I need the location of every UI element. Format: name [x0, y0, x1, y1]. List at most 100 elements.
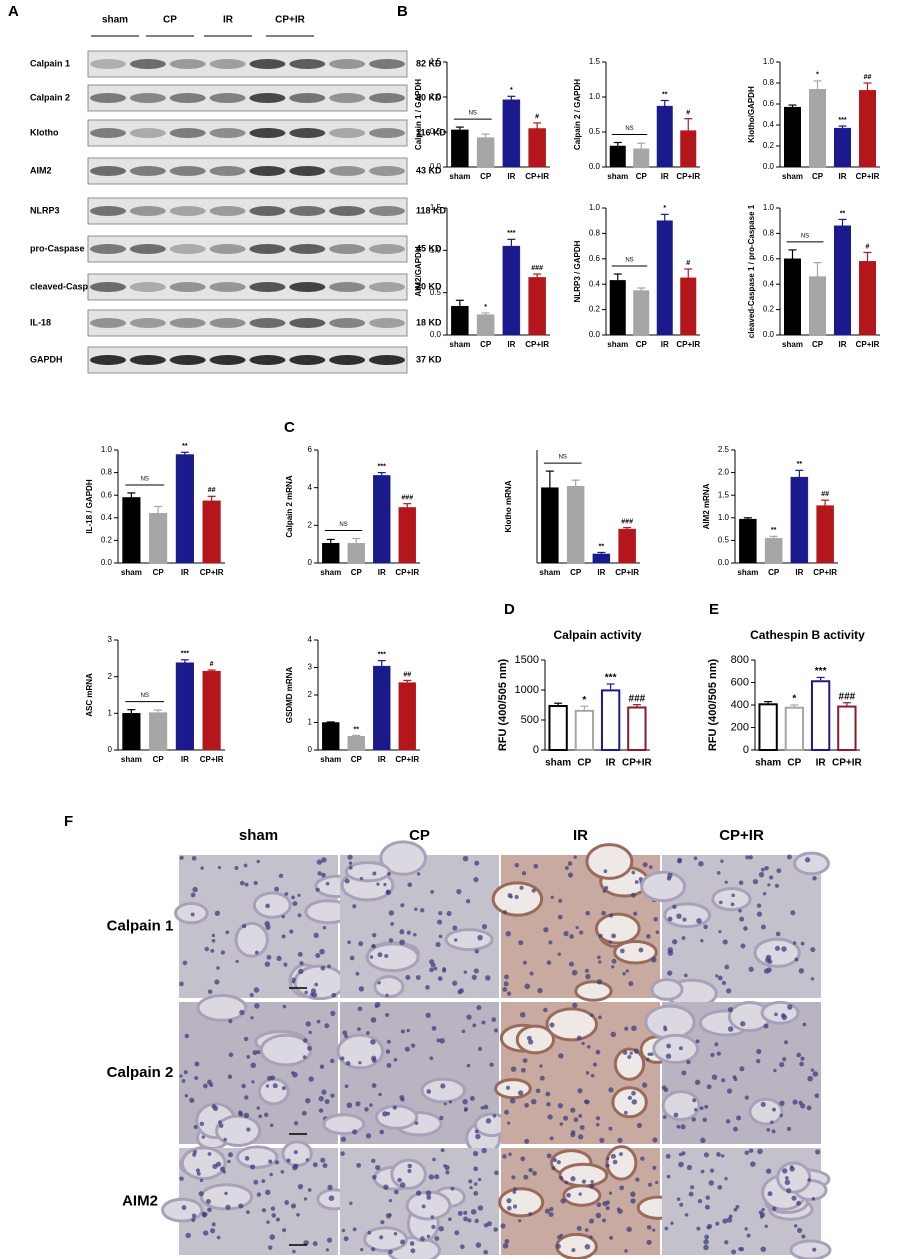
significance-label: ###	[839, 691, 856, 702]
x-tick-label: CP	[570, 568, 582, 577]
nucleus	[655, 1180, 659, 1185]
nucleus	[477, 1046, 483, 1051]
blot-band	[209, 318, 246, 328]
bar	[548, 705, 568, 751]
nucleus	[560, 1198, 566, 1204]
nucleus	[784, 1040, 789, 1045]
nucleus	[764, 865, 769, 871]
nucleus	[284, 892, 289, 896]
nucleus	[570, 1132, 576, 1138]
nucleus	[810, 977, 815, 981]
nucleus	[348, 861, 353, 865]
blot-size: 82 KD	[416, 58, 442, 68]
nucleus	[506, 991, 512, 996]
nucleus	[709, 1168, 715, 1173]
nucleus	[400, 1239, 406, 1245]
nucleus	[812, 876, 817, 881]
bar	[764, 537, 783, 564]
nucleus	[518, 1219, 522, 1223]
blot-band	[249, 355, 286, 365]
tubule	[215, 1114, 262, 1147]
nucleus	[243, 1112, 250, 1119]
nucleus	[264, 961, 271, 967]
chart-title: Calpain activity	[553, 628, 641, 642]
bar	[202, 500, 221, 564]
nucleus	[297, 951, 303, 957]
nucleus	[760, 1246, 766, 1252]
significance-label: #	[210, 661, 214, 668]
nucleus	[629, 1051, 633, 1055]
nucleus	[480, 1106, 484, 1110]
nucleus	[520, 1067, 526, 1073]
nucleus	[317, 871, 322, 876]
x-tick-label: IR	[606, 758, 617, 769]
nucleus	[355, 971, 360, 976]
nucleus	[711, 1074, 718, 1080]
panel-label: D	[504, 601, 515, 618]
nucleus	[544, 1208, 551, 1214]
significance-label: **	[599, 543, 605, 550]
nucleus	[652, 1165, 657, 1170]
error-bar	[613, 273, 622, 281]
nucleus	[557, 914, 563, 920]
blot-band	[329, 206, 366, 216]
nucleus	[584, 968, 590, 973]
panel-label: C	[284, 419, 295, 436]
nucleus	[764, 1224, 768, 1228]
nucleus	[431, 1025, 437, 1031]
nucleus	[250, 1062, 257, 1069]
nucleus	[558, 898, 563, 903]
y-tick-label: 0.6	[589, 254, 601, 263]
nucleus	[520, 1156, 526, 1162]
nucleus	[346, 1102, 353, 1109]
comparison-label: NS	[625, 126, 633, 132]
nucleus	[748, 855, 754, 860]
nucleus	[265, 1084, 270, 1088]
nucleus	[681, 1151, 686, 1156]
bar	[784, 706, 805, 751]
nucleus	[619, 1185, 625, 1191]
nucleus	[393, 1058, 398, 1062]
nucleus	[543, 1007, 548, 1013]
nucleus	[775, 931, 781, 937]
bar	[502, 99, 521, 168]
nucleus	[321, 1089, 327, 1095]
nucleus	[462, 1099, 468, 1105]
nucleus	[371, 1083, 377, 1088]
nucleus	[347, 854, 353, 860]
nucleus	[357, 1027, 361, 1031]
blot-band	[209, 244, 246, 254]
blot-band	[289, 166, 326, 176]
nucleus	[579, 1125, 585, 1131]
x-tick-label: CP	[636, 340, 648, 349]
nucleus	[379, 1129, 385, 1135]
nucleus	[760, 867, 765, 872]
x-tick-label: sham	[449, 172, 470, 181]
nucleus	[416, 872, 421, 876]
nucleus	[584, 1244, 591, 1250]
nucleus	[382, 1111, 388, 1117]
y-tick-label: 0	[108, 745, 113, 754]
nucleus	[201, 1135, 206, 1139]
blot-label: Klotho	[30, 127, 59, 137]
nucleus	[292, 1249, 296, 1254]
nucleus	[181, 1205, 187, 1210]
bar	[618, 528, 636, 564]
nucleus	[662, 1115, 667, 1119]
nucleus	[567, 861, 573, 866]
error-bar	[403, 679, 412, 683]
x-tick-label: IR	[661, 172, 669, 181]
nucleus	[313, 932, 319, 938]
nucleus	[511, 1175, 516, 1180]
nucleus	[627, 1095, 633, 1100]
nucleus	[340, 1151, 345, 1156]
significance-label: **	[840, 210, 846, 217]
nucleus	[556, 1160, 561, 1165]
blot-band	[129, 318, 166, 328]
nucleus	[227, 1074, 233, 1079]
blot-band	[169, 128, 206, 138]
nucleus	[648, 1182, 653, 1187]
nucleus	[624, 1249, 628, 1253]
error-bar	[377, 660, 386, 667]
nucleus	[537, 987, 543, 994]
